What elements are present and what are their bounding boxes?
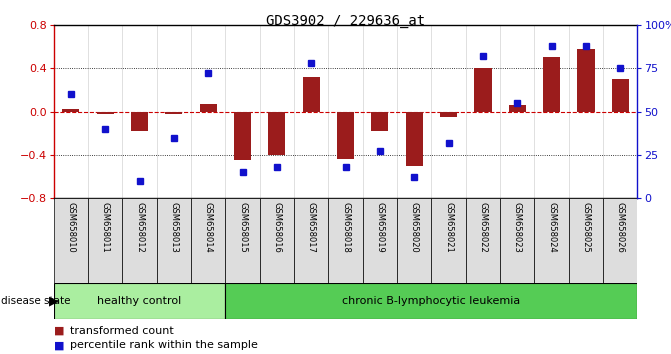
Bar: [328, 198, 363, 283]
Text: GSM658025: GSM658025: [582, 202, 590, 253]
Bar: [440, 112, 457, 117]
Text: GSM658013: GSM658013: [169, 202, 178, 253]
Bar: [234, 112, 251, 160]
Bar: [157, 198, 191, 283]
Bar: [337, 112, 354, 159]
Text: GSM658022: GSM658022: [478, 202, 487, 253]
Bar: [225, 198, 260, 283]
Bar: [534, 198, 569, 283]
Bar: [225, 283, 637, 319]
Text: chronic B-lymphocytic leukemia: chronic B-lymphocytic leukemia: [342, 296, 521, 306]
Bar: [371, 112, 389, 131]
Bar: [406, 112, 423, 166]
Text: GSM658015: GSM658015: [238, 202, 247, 253]
Bar: [543, 57, 560, 112]
Bar: [569, 198, 603, 283]
Text: healthy control: healthy control: [97, 296, 182, 306]
Bar: [268, 112, 285, 155]
Text: GSM658018: GSM658018: [341, 202, 350, 253]
Bar: [474, 68, 491, 112]
Bar: [54, 283, 225, 319]
Bar: [54, 198, 88, 283]
Bar: [122, 198, 157, 283]
Bar: [303, 77, 320, 112]
Text: GSM658024: GSM658024: [547, 202, 556, 253]
Bar: [603, 198, 637, 283]
Bar: [612, 79, 629, 112]
Text: disease state: disease state: [1, 296, 70, 306]
Bar: [97, 112, 114, 114]
Bar: [294, 198, 328, 283]
Text: GSM658014: GSM658014: [204, 202, 213, 253]
Text: GSM658020: GSM658020: [410, 202, 419, 253]
Bar: [466, 198, 500, 283]
Text: ■: ■: [54, 340, 64, 350]
Bar: [62, 109, 79, 112]
Text: ▶: ▶: [49, 295, 58, 307]
Text: GSM658016: GSM658016: [272, 202, 281, 253]
Bar: [260, 198, 294, 283]
Bar: [131, 112, 148, 131]
Bar: [165, 112, 183, 114]
Text: GSM658026: GSM658026: [616, 202, 625, 253]
Bar: [191, 198, 225, 283]
Text: GSM658023: GSM658023: [513, 202, 522, 253]
Text: GDS3902 / 229636_at: GDS3902 / 229636_at: [266, 14, 425, 28]
Text: GSM658019: GSM658019: [375, 202, 384, 253]
Bar: [363, 198, 397, 283]
Bar: [509, 105, 526, 112]
Text: ■: ■: [54, 326, 64, 336]
Text: percentile rank within the sample: percentile rank within the sample: [70, 340, 258, 350]
Text: GSM658017: GSM658017: [307, 202, 316, 253]
Text: GSM658011: GSM658011: [101, 202, 109, 253]
Text: transformed count: transformed count: [70, 326, 174, 336]
Text: GSM658010: GSM658010: [66, 202, 75, 253]
Bar: [431, 198, 466, 283]
Text: GSM658021: GSM658021: [444, 202, 453, 253]
Bar: [577, 48, 595, 112]
Bar: [397, 198, 431, 283]
Bar: [500, 198, 534, 283]
Bar: [88, 198, 122, 283]
Bar: [200, 104, 217, 112]
Text: GSM658012: GSM658012: [135, 202, 144, 253]
